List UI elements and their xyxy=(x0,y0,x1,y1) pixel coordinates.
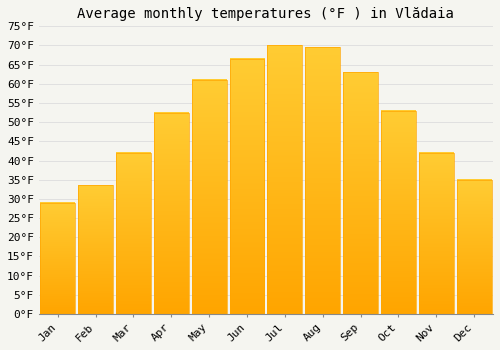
Bar xyxy=(192,80,226,314)
Bar xyxy=(343,72,378,314)
Bar xyxy=(116,153,151,314)
Bar xyxy=(456,180,492,314)
Bar xyxy=(154,113,188,314)
Bar xyxy=(381,111,416,314)
Bar xyxy=(230,59,264,314)
Bar xyxy=(40,203,75,314)
Bar xyxy=(306,47,340,314)
Bar xyxy=(268,46,302,314)
Bar xyxy=(419,153,454,314)
Title: Average monthly temperatures (°F ) in Vlădaia: Average monthly temperatures (°F ) in Vl… xyxy=(78,7,454,21)
Bar xyxy=(78,186,113,314)
